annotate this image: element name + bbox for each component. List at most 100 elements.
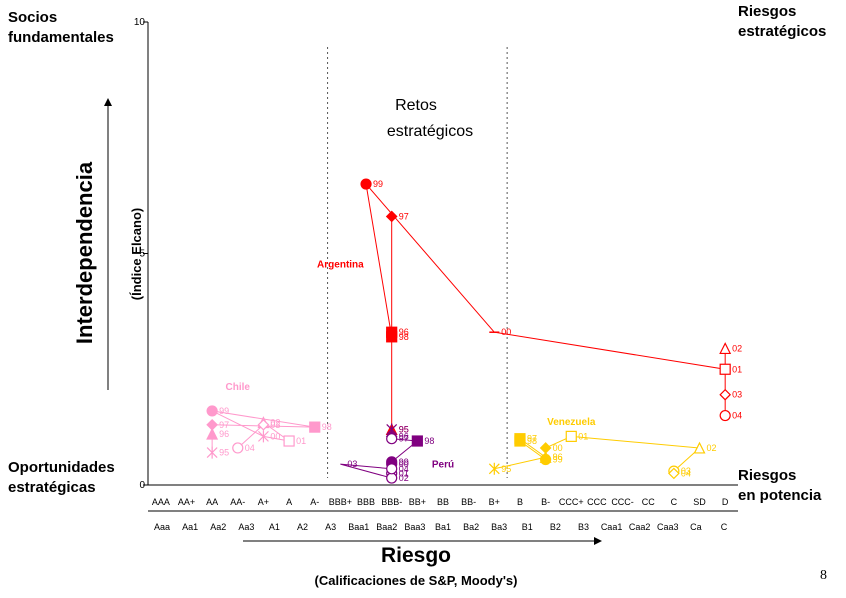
data-point-diamond: [257, 418, 270, 431]
data-point-year-label: 03: [270, 420, 280, 430]
data-point-diamond: [206, 418, 218, 431]
moodys-rating-tick-label: Ca: [690, 522, 702, 532]
moodys-rating-tick-label: Aa1: [182, 522, 198, 532]
sp-rating-tick-label: AAA: [152, 497, 170, 507]
moodys-rating-tick-label: Baa2: [376, 522, 397, 532]
data-point-circle: [386, 463, 398, 475]
data-point-year-label: 97: [527, 434, 537, 444]
region-label-retos-line1: Retos: [395, 97, 437, 114]
data-point-square: [283, 435, 295, 447]
corner-label-top-left: Socios fundamentales: [8, 9, 114, 46]
y-axis-title: Interdependencia: [72, 161, 97, 345]
data-point-year-label: 02: [732, 343, 742, 353]
data-point-year-label: 03: [681, 466, 691, 476]
sp-rating-tick-label: CCC+: [559, 497, 584, 507]
sp-rating-tick-label: A-: [310, 497, 319, 507]
data-point-diamond: [539, 442, 552, 454]
sp-rating-tick-label: SD: [693, 497, 706, 507]
moodys-rating-tick-label: A3: [325, 522, 336, 532]
y-tick-label: 0: [139, 480, 145, 491]
sp-rating-tick-label: BBB+: [329, 497, 352, 507]
sp-rating-tick-label: CCC: [587, 497, 607, 507]
sp-rating-tick-label: BBB-: [381, 497, 402, 507]
data-point-circle: [386, 472, 398, 484]
sp-rating-tick-label: BB+: [409, 497, 426, 507]
data-point-year-label: 98: [322, 422, 332, 432]
data-point-year-label: 02: [399, 473, 409, 483]
moodys-rating-tick-label: Aa2: [210, 522, 226, 532]
data-point-star: [488, 462, 500, 475]
moodys-rating-tick-label: B1: [522, 522, 533, 532]
corner-label-top-right: Riesgos estratégicos: [738, 3, 827, 40]
data-point-circle: [386, 433, 398, 445]
data-point-square: [514, 435, 526, 447]
data-point-star: [206, 446, 218, 459]
data-point-year-label: 97: [399, 434, 409, 444]
data-point-year-label: 98: [424, 436, 434, 446]
moodys-rating-tick-label: B2: [550, 522, 561, 532]
data-point-square: [565, 430, 577, 442]
data-point-year-label: 97: [399, 211, 409, 221]
data-point-year-label: 01: [732, 364, 742, 374]
moodys-rating-tick-label: Caa2: [629, 522, 651, 532]
page-number: 8: [820, 568, 827, 583]
x-axis-subtitle: (Calificaciones de S&P, Moody's): [314, 573, 518, 588]
data-point-triangle: [719, 342, 732, 355]
data-point-circle: [360, 178, 372, 190]
sp-rating-tick-label: A: [286, 497, 292, 507]
corner-label-bottom-right: Riesgos en potencia: [738, 467, 822, 504]
moodys-rating-tick-label: Aa3: [238, 522, 254, 532]
data-point-year-label: 00: [553, 443, 563, 453]
moodys-rating-tick-label: Caa1: [601, 522, 623, 532]
series-name-label: Chile: [226, 382, 251, 393]
sp-rating-tick-label: CCC-: [611, 497, 634, 507]
y-axis-subtitle: (Índice Elcano): [129, 207, 144, 301]
moodys-rating-tick-label: Baa1: [348, 522, 369, 532]
series-name-label: Argentina: [317, 259, 364, 270]
region-label-retos-line2: estratégicos: [387, 123, 473, 140]
data-point-square: [386, 331, 398, 343]
data-point-year-label: 98: [527, 436, 537, 446]
data-point-year-label: 04: [399, 464, 409, 474]
data-point-circle: [719, 409, 731, 422]
moodys-rating-tick-label: Ba2: [463, 522, 479, 532]
data-point-year-label: 01: [578, 431, 588, 441]
data-point-year-label: 03: [347, 459, 357, 469]
data-point-year-label: 97: [219, 420, 229, 430]
x-axis-title: Riesgo: [380, 544, 451, 567]
data-point-year-label: 95: [399, 424, 409, 434]
data-point-year-label: 96: [399, 327, 409, 337]
moodys-rating-tick-label: Baa3: [404, 522, 425, 532]
data-point-diamond: [719, 388, 732, 401]
sp-rating-tick-label: B-: [541, 497, 550, 507]
data-point-triangle: [206, 427, 219, 440]
data-point-square: [411, 435, 423, 447]
data-point-year-label: 96: [399, 431, 409, 441]
moodys-rating-tick-label: A2: [297, 522, 308, 532]
data-point-year-label: 99: [219, 406, 229, 416]
series-name-label: Perú: [432, 459, 454, 470]
data-point-circle: [540, 453, 552, 466]
data-point-circle: [206, 405, 218, 417]
data-point-star: [258, 430, 269, 443]
y-tick-label: 10: [134, 17, 146, 28]
data-point-year-label: 96: [219, 429, 229, 439]
data-point-year-label: 00: [501, 327, 511, 337]
data-point-diamond: [385, 210, 398, 223]
series-name-label: Venezuela: [547, 417, 596, 428]
data-point-year-label: 02: [270, 417, 280, 427]
data-point-year-label: 02: [707, 443, 717, 453]
data-point-year-label: 04: [245, 443, 255, 453]
data-point-year-label: 95: [399, 424, 409, 434]
data-point-square: [719, 363, 731, 375]
sp-rating-tick-label: B: [517, 497, 523, 507]
data-point-diamond: [668, 467, 680, 480]
series-line: [365, 182, 726, 430]
moodys-rating-tick-label: C: [721, 522, 728, 532]
data-point-year-label: 01: [399, 468, 409, 478]
data-point-triangle: [693, 441, 706, 454]
sp-rating-tick-label: D: [722, 497, 729, 507]
moodys-rating-tick-label: Ba1: [435, 522, 451, 532]
data-point-year-label: 98: [399, 332, 409, 342]
